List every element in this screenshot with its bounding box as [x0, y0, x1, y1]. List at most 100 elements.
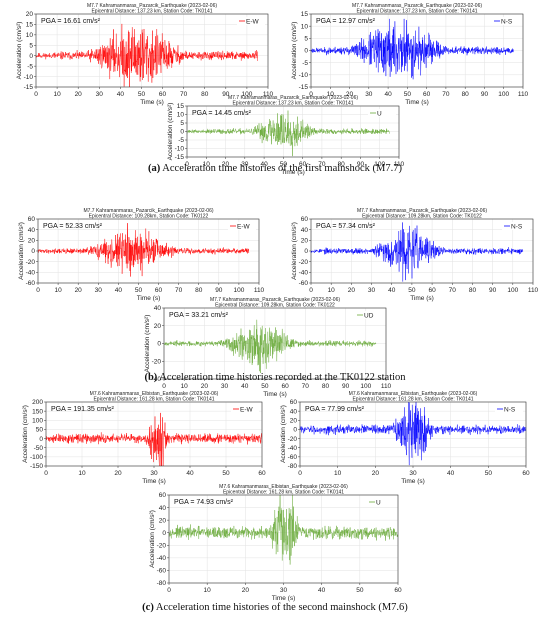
x-tick-label: 60: [299, 161, 307, 168]
y-tick-label: 40: [154, 305, 162, 312]
y-tick-label: 0: [304, 248, 308, 255]
x-tick-label: 0: [34, 91, 38, 98]
legend-label: N-S: [511, 224, 523, 231]
x-tick-label: 80: [322, 383, 330, 390]
x-tick-label: 30: [241, 161, 249, 168]
x-tick-label: 10: [334, 470, 342, 477]
x-tick-label: 50: [356, 587, 364, 594]
x-tick-label: 10: [54, 287, 62, 294]
y-tick-label: -20: [157, 542, 167, 549]
y-tick-label: 200: [32, 399, 43, 406]
x-tick-label: 100: [360, 383, 371, 390]
y-tick-label: 0: [29, 53, 33, 60]
x-tick-label: 100: [241, 91, 252, 98]
caption-b-text: Acceleration time histories recorded at …: [159, 372, 406, 383]
caption-c: (c) Acceleration time histories of the s…: [0, 602, 550, 613]
pga-annotation: PGA = 16.61 cm/s²: [41, 18, 101, 25]
y-tick-label: 100: [32, 417, 43, 424]
y-tick-label: -15: [299, 84, 309, 91]
caption-a-text: Acceleration time histories of the first…: [162, 163, 402, 174]
chart-a2: 0 10 20 30 40 50 60 70 80 90 100 110 -15 -10 -5 0 5 10 15 T…: [291, 3, 529, 106]
x-tick-label: 90: [215, 287, 223, 294]
y-tick-label: 20: [301, 238, 309, 245]
pga-annotation: PGA = 52.33 cm/s²: [43, 223, 103, 230]
x-tick-label: 60: [423, 91, 431, 98]
x-tick-label: 10: [53, 91, 61, 98]
y-tick-label: -80: [288, 463, 298, 470]
series-line-u: [168, 494, 399, 565]
x-tick-label: 90: [222, 91, 230, 98]
caption-c-text: Acceleration time histories of the secon…: [155, 602, 408, 613]
x-tick-label: 60: [522, 470, 530, 477]
legend-box: [495, 405, 523, 413]
legend-box: [492, 17, 520, 25]
y-tick-label: 60: [159, 492, 167, 499]
y-tick-label: 60: [28, 216, 36, 223]
x-tick-label: 80: [195, 287, 203, 294]
x-tick-label: 0: [36, 287, 40, 294]
y-tick-label: -40: [152, 376, 162, 383]
y-tick-label: -20: [288, 436, 298, 443]
caption-c-letter: (c): [142, 602, 154, 613]
y-axis-label: Acceleration (cm/s²): [149, 510, 156, 568]
chart-c3: 0 10 20 30 40 50 60 -80 -60 -40 -20 0 20 40 60 Time (s)…: [149, 484, 402, 602]
y-tick-label: 40: [28, 227, 36, 234]
y-axis-label: Acceleration (cm/s²): [280, 405, 287, 463]
x-tick-label: 80: [201, 91, 209, 98]
y-tick-label: -5: [178, 137, 184, 144]
chart-subtitle: Epicentral Distance: 109.28km, Station C…: [215, 303, 335, 309]
x-tick-label: 50: [261, 383, 269, 390]
x-tick-label: 10: [203, 161, 211, 168]
x-tick-label: 0: [309, 287, 313, 294]
x-axis-label: Time (s): [142, 478, 166, 485]
x-tick-label: 50: [408, 287, 416, 294]
chart-a1: 0 10 20 30 40 50 60 70 80 90 100 110 -15 -10 -5 0 5 10 15 2…: [16, 3, 274, 106]
x-tick-label: 0: [44, 470, 48, 477]
chart-b1: 0 10 20 30 40 50 60 70 80 90 100 110 -60 -40 -20 0 20 40 6…: [18, 208, 265, 302]
series-line-n-s: [310, 18, 514, 80]
pga-annotation: PGA = 12.97 cm/s²: [316, 18, 376, 25]
x-tick-label: 110: [381, 383, 392, 390]
legend-box: [502, 222, 530, 230]
x-axis-label: Time (s): [137, 295, 161, 302]
y-tick-label: -10: [299, 72, 309, 79]
x-axis-label: Time (s): [140, 99, 164, 106]
y-tick-label: 15: [26, 22, 34, 29]
y-tick-label: 0: [162, 530, 166, 537]
x-tick-label: 20: [346, 91, 354, 98]
y-tick-label: 5: [304, 36, 308, 43]
y-tick-label: 20: [28, 238, 36, 245]
x-tick-label: 10: [181, 383, 189, 390]
y-tick-label: 0: [31, 248, 35, 255]
x-tick-label: 30: [365, 91, 373, 98]
y-axis-label: Acceleration (cm/s²): [291, 222, 298, 280]
y-tick-label: -20: [152, 358, 162, 365]
y-tick-label: -15: [175, 154, 185, 161]
chart-title: M7.7 Kahramanmaras_Pazarcik_Earthquake (…: [83, 208, 213, 214]
x-tick-label: 40: [318, 587, 326, 594]
caption-b: (b) Acceleration time histories recorded…: [0, 372, 550, 383]
x-tick-label: 100: [233, 287, 244, 294]
x-tick-label: 70: [318, 161, 326, 168]
x-tick-label: 40: [117, 91, 125, 98]
x-tick-label: 30: [221, 383, 229, 390]
x-axis-label: Time (s): [272, 595, 296, 602]
legend-label: E-W: [246, 19, 260, 26]
chart-c1: 0 10 20 30 40 50 60 -150 -100 -50 0 50 100 150 200 Time…: [22, 391, 266, 485]
chart-title: M7.7 Kahramanmaras_Pazarcik_Earthquake (…: [210, 297, 340, 303]
x-tick-label: 70: [449, 287, 457, 294]
y-tick-label: 0: [39, 436, 43, 443]
legend-box: [237, 17, 265, 25]
legend-label: UD: [364, 313, 374, 320]
y-tick-label: 60: [301, 216, 309, 223]
x-axis-label: Time (s): [410, 295, 434, 302]
x-tick-label: 30: [150, 470, 158, 477]
y-tick-label: 10: [301, 23, 309, 30]
x-tick-label: 20: [348, 287, 356, 294]
x-tick-label: 60: [394, 587, 402, 594]
chart-c2: 0 10 20 30 40 50 60 -80 -60 -40 -20 0 20 40 60 Time (s)…: [280, 391, 530, 485]
x-tick-label: 40: [447, 470, 455, 477]
x-tick-label: 20: [114, 470, 122, 477]
chart-a3: 0 10 20 30 40 50 60 70 80 90 100 110-15-10-5051015T…: [167, 95, 405, 176]
